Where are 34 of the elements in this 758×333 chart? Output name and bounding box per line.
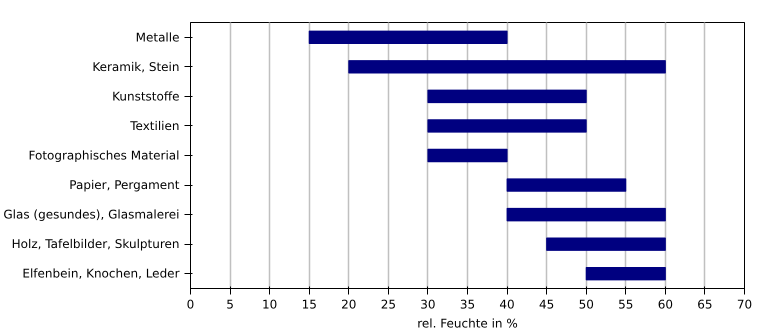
bar [348, 60, 666, 74]
x-tick-label: 5 [226, 298, 234, 312]
x-tick-label: 10 [262, 298, 278, 312]
x-tick-label: 40 [499, 298, 515, 312]
x-tick-label: 0 [186, 298, 194, 312]
x-tick-label: 55 [618, 298, 634, 312]
y-tick-label: Keramik, Stein [92, 60, 180, 74]
x-tick-label: 35 [460, 298, 476, 312]
x-tick-label: 70 [736, 298, 752, 312]
bar [427, 148, 508, 162]
x-tick-label: 25 [380, 298, 396, 312]
x-tick-label: 65 [697, 298, 713, 312]
y-tick-label: Papier, Pergament [69, 178, 180, 192]
y-tick-label: Fotographisches Material [28, 148, 180, 162]
bar [427, 90, 587, 104]
y-tick-label: Elfenbein, Knochen, Leder [22, 266, 180, 281]
x-tick-label: 20 [341, 298, 356, 312]
x-tick-label: 50 [578, 298, 594, 312]
bar [308, 30, 508, 44]
bar [427, 119, 587, 133]
y-tick-label: Glas (gesundes), Glasmalerei [3, 208, 180, 222]
x-tick-label: 30 [420, 298, 436, 312]
x-axis-title: rel. Feuchte in % [417, 316, 518, 330]
bar [506, 208, 666, 222]
x-tick-label: 15 [302, 298, 317, 312]
y-tick-label: Holz, Tafelbilder, Skulpturen [12, 237, 180, 252]
x-tick-label: 45 [539, 298, 554, 312]
y-tick-label: Textilien [129, 118, 180, 133]
y-tick-label: Metalle [136, 30, 180, 44]
bar [586, 267, 666, 280]
bar [546, 237, 666, 251]
y-tick-label: Kunststoffe [112, 89, 180, 104]
x-tick-label: 60 [658, 298, 674, 312]
bar [506, 178, 626, 192]
